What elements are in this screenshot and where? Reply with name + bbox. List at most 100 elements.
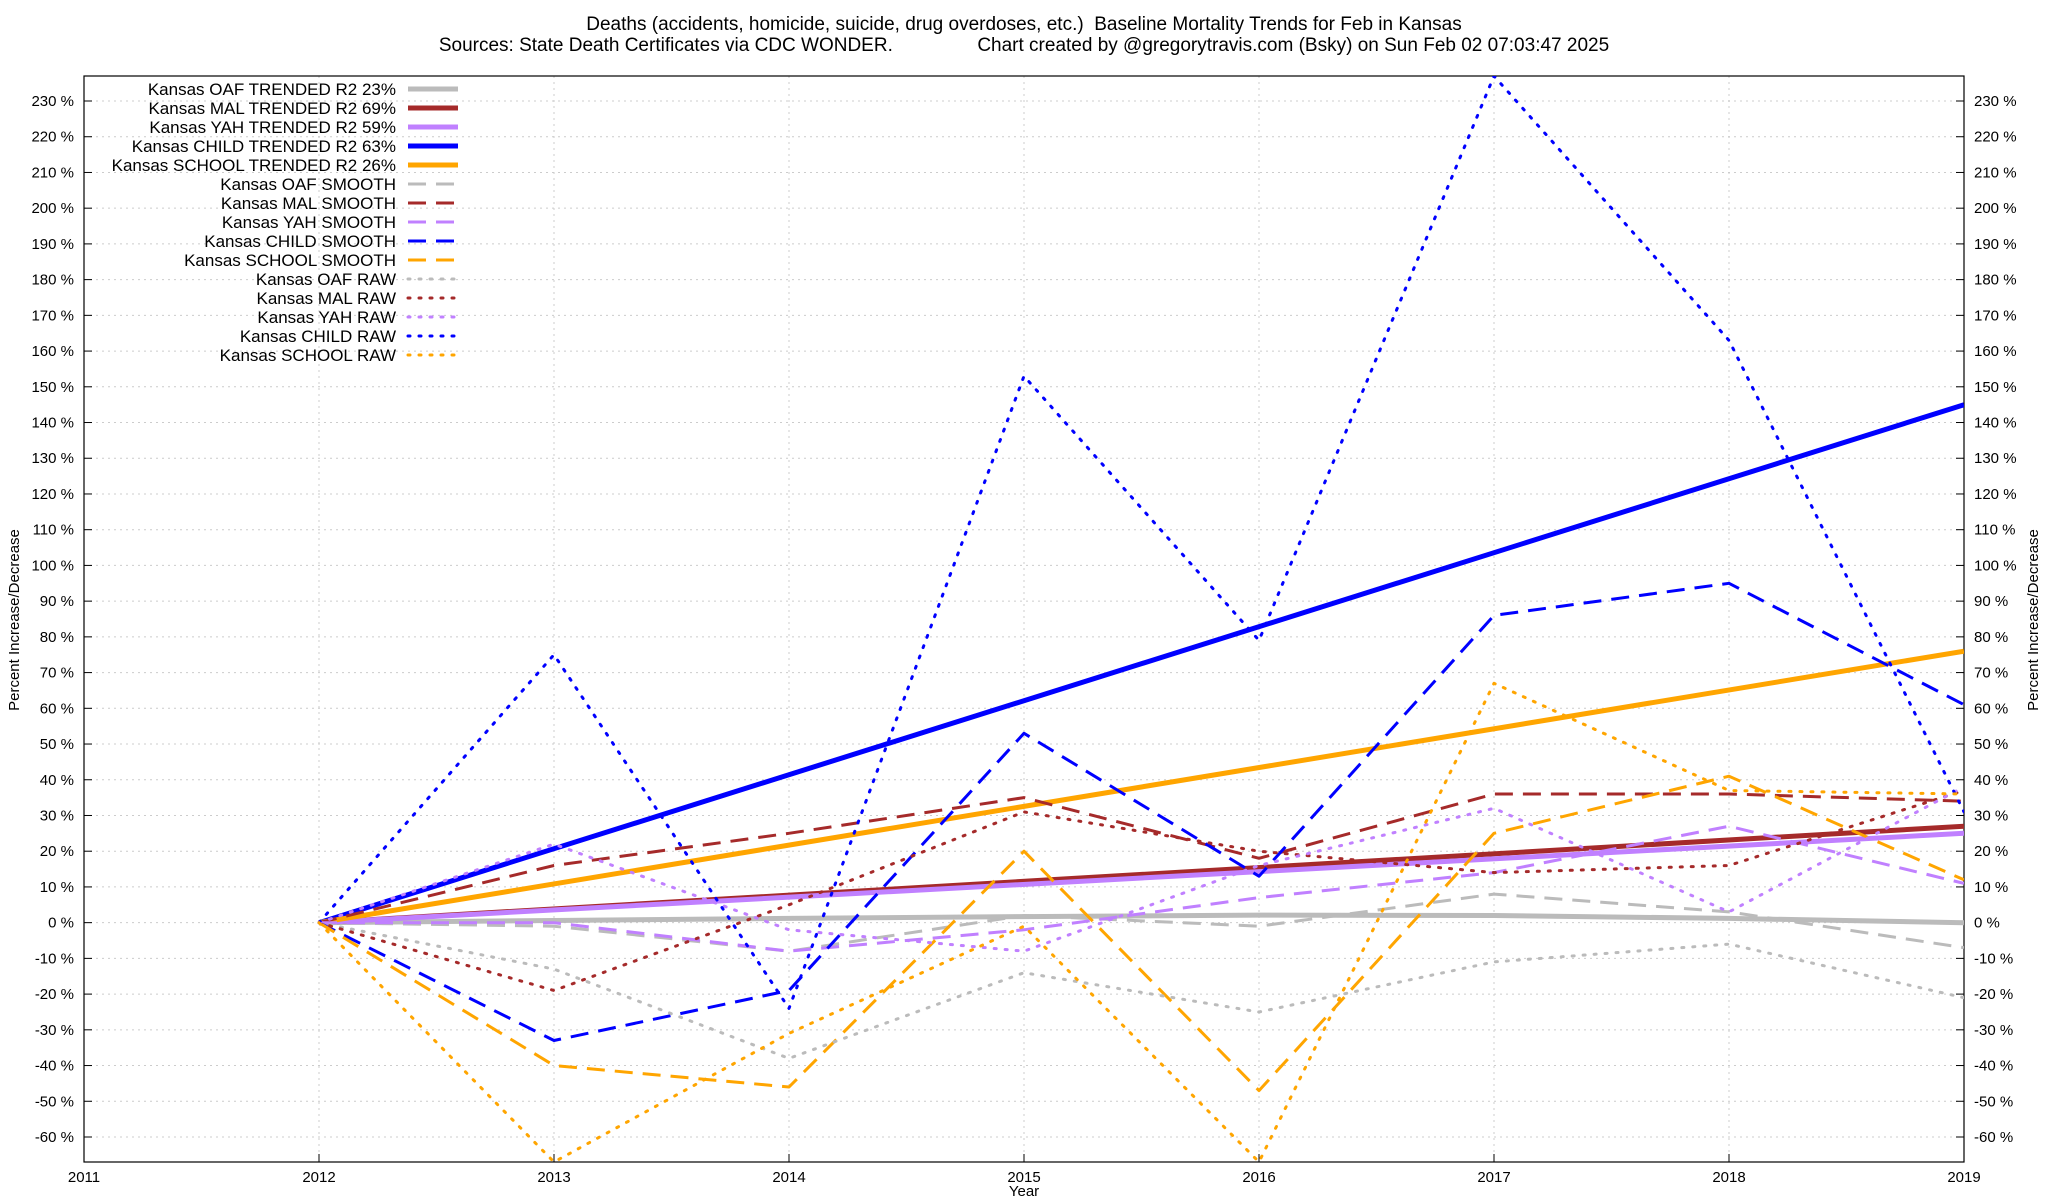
x-tick-label: 2014 xyxy=(772,1169,805,1186)
series-line-0 xyxy=(318,912,1964,926)
y-tick-label: 120 % xyxy=(31,486,74,503)
legend: Kansas OAF TRENDED R2 23%Kansas MAL TREN… xyxy=(112,80,460,365)
y-tick-label: -30 % xyxy=(35,1022,74,1039)
series-line-3 xyxy=(318,402,1964,926)
legend-label: Kansas YAH SMOOTH xyxy=(222,213,396,232)
y-tick-label-right: 210 % xyxy=(1974,164,2017,181)
x-tick-label: 2012 xyxy=(302,1169,335,1186)
y-tick-label: 170 % xyxy=(31,307,74,324)
y-tick-label-right: 50 % xyxy=(1974,736,2008,753)
legend-label: Kansas SCHOOL SMOOTH xyxy=(184,251,396,270)
legend-label: Kansas OAF RAW xyxy=(256,270,396,289)
series-line-9 xyxy=(318,774,1964,1093)
x-tick-label: 2013 xyxy=(537,1169,570,1186)
y-tick-label: 40 % xyxy=(40,772,74,789)
series-line-4 xyxy=(318,648,1964,926)
y-tick-label: 160 % xyxy=(31,343,74,360)
y-tick-label-right: 0 % xyxy=(1974,915,2000,932)
y-tick-label-right: -40 % xyxy=(1974,1058,2013,1075)
y-tick-label: 10 % xyxy=(40,879,74,896)
y-tick-label-right: 90 % xyxy=(1974,593,2008,610)
series-line-6 xyxy=(318,792,1964,925)
y-tick-label-right: 40 % xyxy=(1974,772,2008,789)
y-tick-label-right: 100 % xyxy=(1974,557,2017,574)
x-tick-label: 2015 xyxy=(1007,1169,1040,1186)
legend-label: Kansas CHILD RAW xyxy=(240,327,396,346)
x-tick-label: 2011 xyxy=(68,1169,100,1186)
series-line-5 xyxy=(318,892,1964,953)
series-lines xyxy=(317,76,1964,1162)
y-tick-label-right: 110 % xyxy=(1974,522,2015,539)
axes: -60 % -60 % -50 % -50 % -40 % -40 % -30 % -30 %… xyxy=(31,75,2017,1186)
series-line-7 xyxy=(319,824,1964,953)
y-tick-label: 0 % xyxy=(48,915,74,932)
chart-title: Deaths (accidents, homicide, suicide, dr… xyxy=(586,14,1462,35)
legend-label: Kansas OAF SMOOTH xyxy=(220,175,396,194)
series-line-11 xyxy=(317,789,1964,992)
series-line-12 xyxy=(317,785,1964,953)
y-tick-label-right: 70 % xyxy=(1974,665,2008,682)
y-tick-label-right: 200 % xyxy=(1974,200,2017,217)
y-tick-label: 200 % xyxy=(31,200,74,217)
series-line-13 xyxy=(317,76,1964,1010)
series-line-10 xyxy=(317,921,1964,1060)
y-tick-label-right: 220 % xyxy=(1974,129,2017,146)
chart-subtitle: Sources: State Death Certificates via CD… xyxy=(438,35,1610,56)
legend-label: Kansas YAH RAW xyxy=(257,308,396,327)
y-tick-label-right: 30 % xyxy=(1974,807,2008,824)
y-tick-label-right: 230 % xyxy=(1974,93,2017,110)
x-tick-label: 2016 xyxy=(1242,1169,1275,1186)
y-tick-label: -40 % xyxy=(35,1058,74,1075)
y-tick-label: 230 % xyxy=(31,93,74,110)
y-tick-label: 70 % xyxy=(40,665,74,682)
grid xyxy=(83,76,1965,1162)
y-tick-label: -50 % xyxy=(35,1093,74,1110)
y-tick-label-right: 150 % xyxy=(1974,379,2017,396)
y-tick-label-right: 190 % xyxy=(1974,236,2017,253)
y-tick-label: 20 % xyxy=(40,843,74,860)
legend-label: Kansas SCHOOL RAW xyxy=(220,346,396,365)
series-line-8 xyxy=(318,581,1964,1042)
y-axis-label-right: Percent Increase/Decrease xyxy=(2025,529,2042,711)
y-tick-label-right: 140 % xyxy=(1974,415,2017,432)
legend-label: Kansas MAL RAW xyxy=(256,289,396,308)
y-tick-label-right: -60 % xyxy=(1974,1129,2013,1146)
y-tick-label-right: 10 % xyxy=(1974,879,2008,896)
x-axis-label: Year xyxy=(1009,1183,1039,1200)
y-tick-label-right: 180 % xyxy=(1974,272,2017,289)
y-tick-label-right: -10 % xyxy=(1974,950,2013,967)
y-tick-label: 150 % xyxy=(31,379,74,396)
y-tick-label: 190 % xyxy=(31,236,74,253)
y-tick-label: 130 % xyxy=(31,450,74,467)
legend-label: Kansas OAF TRENDED R2 23% xyxy=(148,80,396,99)
y-tick-label: 180 % xyxy=(31,272,74,289)
y-tick-label-right: 60 % xyxy=(1974,700,2008,717)
y-tick-label-right: -30 % xyxy=(1974,1022,2013,1039)
x-tick-label: 2019 xyxy=(1947,1169,1980,1186)
x-tick-label: 2018 xyxy=(1712,1169,1745,1186)
y-tick-label: -20 % xyxy=(35,986,74,1003)
y-tick-label-right: 80 % xyxy=(1974,629,2008,646)
y-tick-label: 60 % xyxy=(40,700,74,717)
y-tick-label: 90 % xyxy=(40,593,74,610)
y-tick-label: 30 % xyxy=(40,807,74,824)
legend-label: Kansas YAH TRENDED R2 59% xyxy=(149,118,396,137)
y-tick-label: 80 % xyxy=(40,629,74,646)
legend-label: Kansas MAL TRENDED R2 69% xyxy=(148,99,396,118)
y-tick-label: 140 % xyxy=(31,415,74,432)
legend-label: Kansas CHILD SMOOTH xyxy=(204,232,396,251)
y-tick-label-right: 130 % xyxy=(1974,450,2017,467)
y-tick-label: 210 % xyxy=(31,164,74,181)
y-tick-label-right: 160 % xyxy=(1974,343,2017,360)
legend-label: Kansas SCHOOL TRENDED R2 26% xyxy=(112,156,396,175)
legend-label: Kansas CHILD TRENDED R2 63% xyxy=(132,137,396,156)
y-tick-label-right: -20 % xyxy=(1974,986,2013,1003)
y-tick-label: -10 % xyxy=(35,950,74,967)
x-tick-label: 2017 xyxy=(1477,1169,1510,1186)
y-tick-label: 50 % xyxy=(40,736,74,753)
y-tick-label: 100 % xyxy=(31,557,74,574)
y-tick-label: -60 % xyxy=(35,1129,74,1146)
y-tick-label-right: -50 % xyxy=(1974,1093,2013,1110)
plot-border xyxy=(83,75,1965,1163)
